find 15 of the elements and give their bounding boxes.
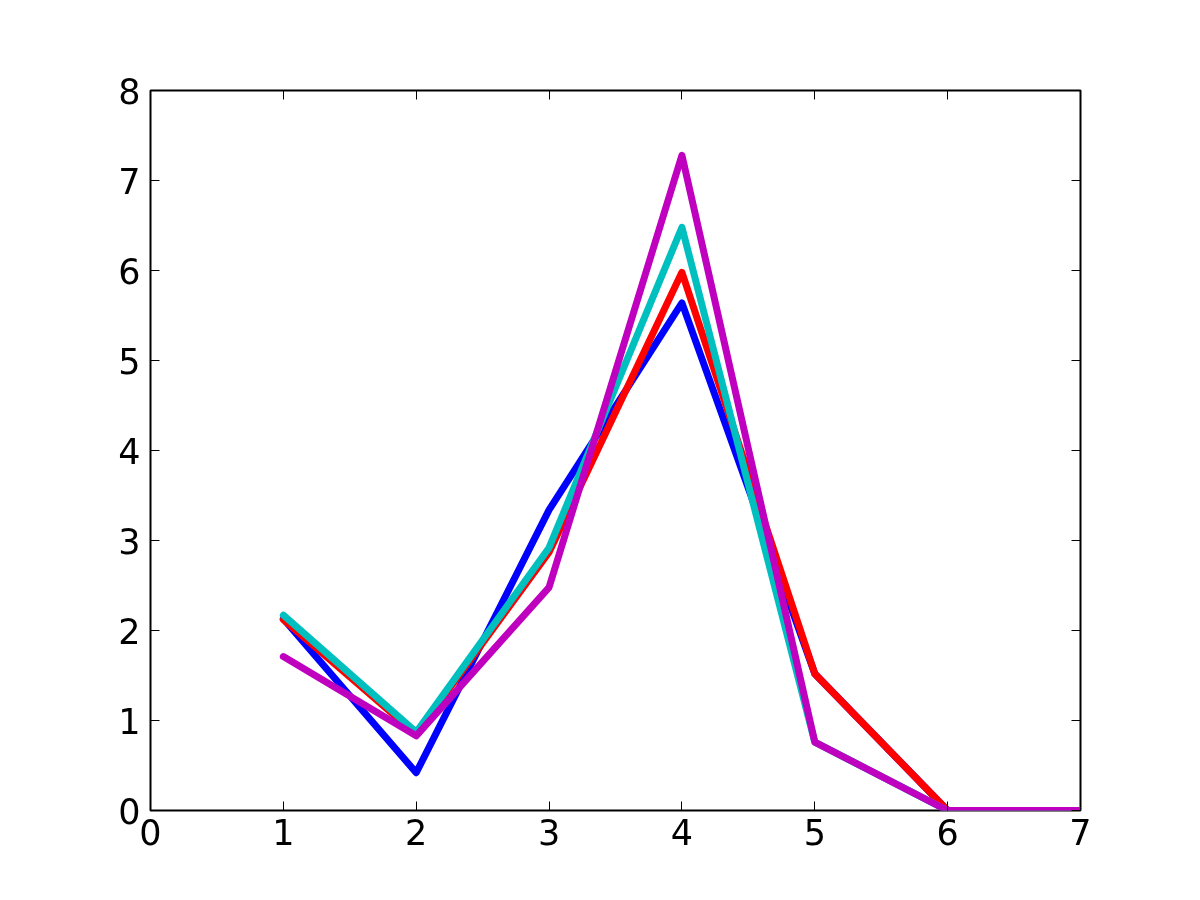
x-tick-label: 3 <box>537 812 561 853</box>
x-tick-label: 7 <box>1069 812 1092 853</box>
y-tick-label: 2 <box>118 611 141 652</box>
x-tick-label: 5 <box>803 812 826 853</box>
x-tick-label: 2 <box>405 812 428 853</box>
x-tick-label: 6 <box>936 812 959 853</box>
x-tick-label: 1 <box>272 812 295 853</box>
y-tick-label: 4 <box>118 431 141 472</box>
y-tick-label: 6 <box>118 251 141 292</box>
x-tick-label: 4 <box>670 812 694 853</box>
y-tick-label: 8 <box>118 71 141 112</box>
y-tick-label: 5 <box>118 341 141 382</box>
y-tick-label: 7 <box>118 161 141 202</box>
y-tick-label: 3 <box>118 521 141 562</box>
y-tick-label: 1 <box>118 701 141 742</box>
